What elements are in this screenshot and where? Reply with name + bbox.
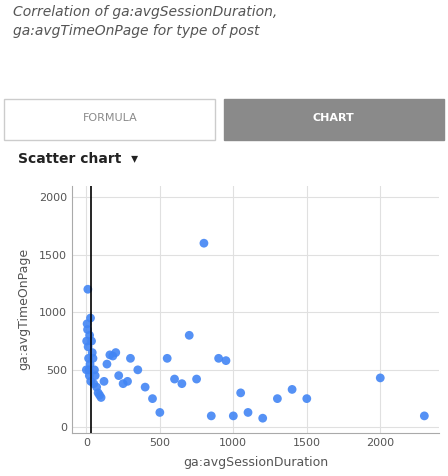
Point [90,380,97,387]
Point [83,337,90,345]
Point [149,395,156,402]
Point [98,394,105,401]
Point [86,331,93,339]
Text: Correlation of ga:avgSessionDuration,
ga:avgTimeOnPage for type of post: Correlation of ga:avgSessionDuration, ga… [13,5,278,38]
Point [112,349,119,357]
Point [96,391,103,399]
Point [87,377,95,385]
Point [156,408,164,416]
Point [142,383,149,391]
Point [86,366,93,374]
Point [303,395,310,402]
Text: CHART: CHART [313,113,355,123]
Point [245,408,252,416]
Point [124,377,131,385]
Point [95,389,102,397]
Point [193,375,200,383]
Point [86,372,93,379]
Text: FORMULA: FORMULA [82,113,137,123]
Point [215,355,222,362]
Point [100,377,108,385]
FancyBboxPatch shape [224,99,444,140]
Point [103,360,111,368]
Point [164,355,171,362]
FancyBboxPatch shape [4,99,215,140]
Y-axis label: ga:avgTimeOnPage: ga:avgTimeOnPage [17,248,30,370]
X-axis label: ga:avgSessionDuration: ga:avgSessionDuration [183,456,328,469]
Point [127,355,134,362]
Point [83,366,90,374]
Point [274,395,281,402]
Point [85,355,92,362]
Point [88,337,95,345]
Point [237,389,244,397]
Point [200,239,207,247]
Point [85,343,92,351]
Point [91,366,98,374]
Point [89,349,96,357]
Point [421,412,428,420]
Point [289,386,296,393]
Point [230,412,237,420]
Point [115,372,122,379]
Point [208,412,215,420]
Point [91,372,99,379]
Text: Scatter chart  ▾: Scatter chart ▾ [18,152,138,167]
Point [185,331,193,339]
Point [106,351,113,359]
Point [93,383,100,391]
Point [86,360,94,368]
Point [171,375,178,383]
Point [84,286,91,293]
Point [83,320,90,327]
Point [377,374,384,382]
Point [222,357,229,365]
Point [109,352,116,360]
Point [134,366,142,374]
Point [87,314,94,322]
Point [259,415,266,422]
Point [90,355,97,362]
Point [178,380,185,387]
Point [120,380,127,387]
Point [84,326,91,333]
